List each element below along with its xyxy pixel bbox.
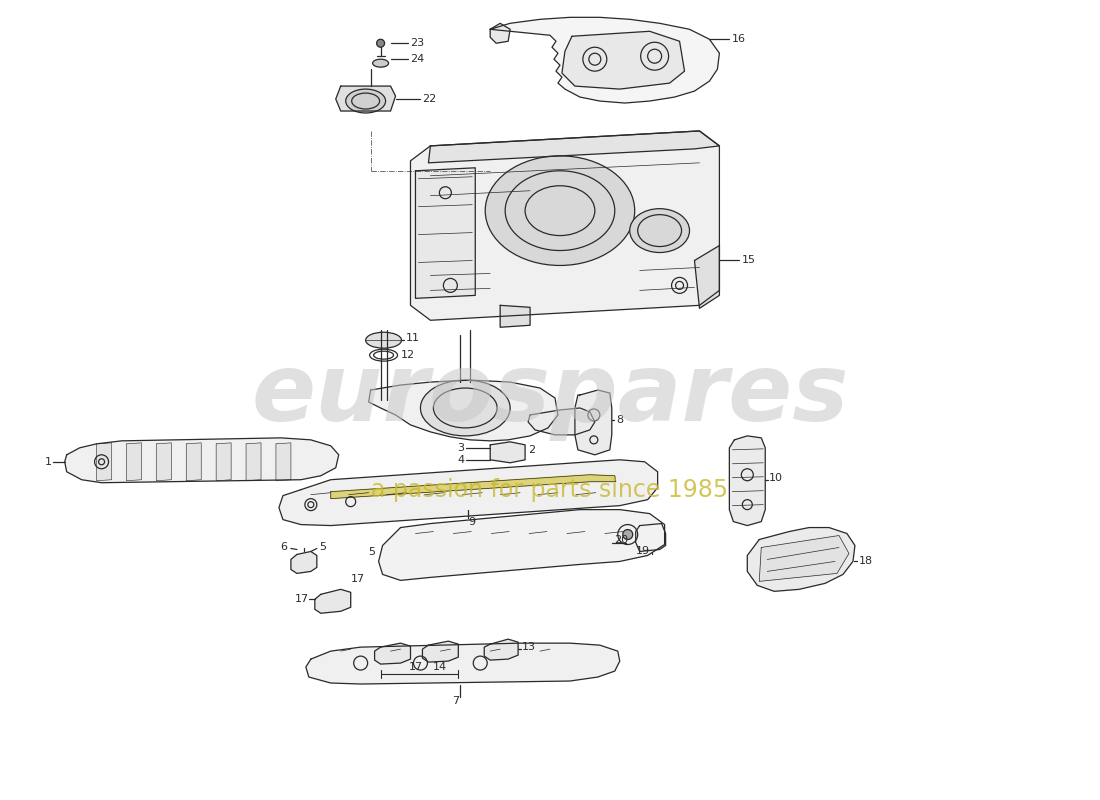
Text: 17: 17 xyxy=(351,574,365,584)
Polygon shape xyxy=(636,523,666,551)
Polygon shape xyxy=(186,443,201,481)
Polygon shape xyxy=(491,442,525,462)
Text: 13: 13 xyxy=(522,642,536,652)
Circle shape xyxy=(623,530,632,539)
Text: 17: 17 xyxy=(295,594,309,604)
Text: 5: 5 xyxy=(319,542,326,553)
Text: 19: 19 xyxy=(636,546,650,557)
Ellipse shape xyxy=(629,209,690,253)
Polygon shape xyxy=(747,527,855,591)
Polygon shape xyxy=(368,380,558,441)
Text: 10: 10 xyxy=(769,473,783,482)
Polygon shape xyxy=(484,639,518,660)
Text: 5: 5 xyxy=(368,547,375,558)
Text: 22: 22 xyxy=(422,94,437,104)
Polygon shape xyxy=(491,18,719,103)
Text: 24: 24 xyxy=(410,54,425,64)
Text: 18: 18 xyxy=(859,557,873,566)
Text: 12: 12 xyxy=(400,350,415,360)
Polygon shape xyxy=(246,443,261,481)
Polygon shape xyxy=(428,131,719,163)
Text: 15: 15 xyxy=(741,255,756,266)
Text: 23: 23 xyxy=(410,38,425,48)
Text: 7: 7 xyxy=(452,696,459,706)
Polygon shape xyxy=(575,390,612,455)
Polygon shape xyxy=(306,643,619,684)
Text: 6: 6 xyxy=(279,542,287,553)
Ellipse shape xyxy=(345,89,386,113)
Polygon shape xyxy=(156,443,172,481)
Text: 14: 14 xyxy=(432,662,447,672)
Text: 1: 1 xyxy=(45,457,52,466)
Polygon shape xyxy=(562,31,684,89)
Polygon shape xyxy=(729,436,766,526)
Circle shape xyxy=(376,39,385,47)
Polygon shape xyxy=(378,510,664,580)
Text: 9: 9 xyxy=(469,517,475,526)
Polygon shape xyxy=(422,641,459,662)
Polygon shape xyxy=(290,551,317,574)
Polygon shape xyxy=(279,460,658,526)
Polygon shape xyxy=(97,443,111,481)
Text: 20: 20 xyxy=(614,534,628,545)
Polygon shape xyxy=(217,443,231,481)
Polygon shape xyxy=(759,535,849,582)
Ellipse shape xyxy=(373,59,388,67)
Polygon shape xyxy=(126,443,142,481)
Ellipse shape xyxy=(365,332,402,348)
Text: eurospares: eurospares xyxy=(251,349,849,441)
Polygon shape xyxy=(500,306,530,327)
Polygon shape xyxy=(491,23,510,43)
Polygon shape xyxy=(315,590,351,614)
Polygon shape xyxy=(331,474,616,498)
Polygon shape xyxy=(375,643,410,664)
Text: 4: 4 xyxy=(458,454,464,465)
Polygon shape xyxy=(65,438,339,482)
Ellipse shape xyxy=(420,380,510,436)
Ellipse shape xyxy=(485,156,635,266)
Text: 16: 16 xyxy=(732,34,746,44)
Text: 3: 3 xyxy=(458,443,464,453)
Polygon shape xyxy=(336,86,396,111)
Polygon shape xyxy=(410,131,719,320)
Text: 2: 2 xyxy=(528,445,536,455)
Text: 11: 11 xyxy=(406,334,419,343)
Text: 8: 8 xyxy=(616,415,623,425)
Polygon shape xyxy=(416,168,475,298)
Polygon shape xyxy=(528,408,595,435)
Polygon shape xyxy=(276,443,290,481)
Text: a passion for parts since 1985: a passion for parts since 1985 xyxy=(372,478,728,502)
Polygon shape xyxy=(694,246,719,308)
Text: 17: 17 xyxy=(408,662,422,672)
